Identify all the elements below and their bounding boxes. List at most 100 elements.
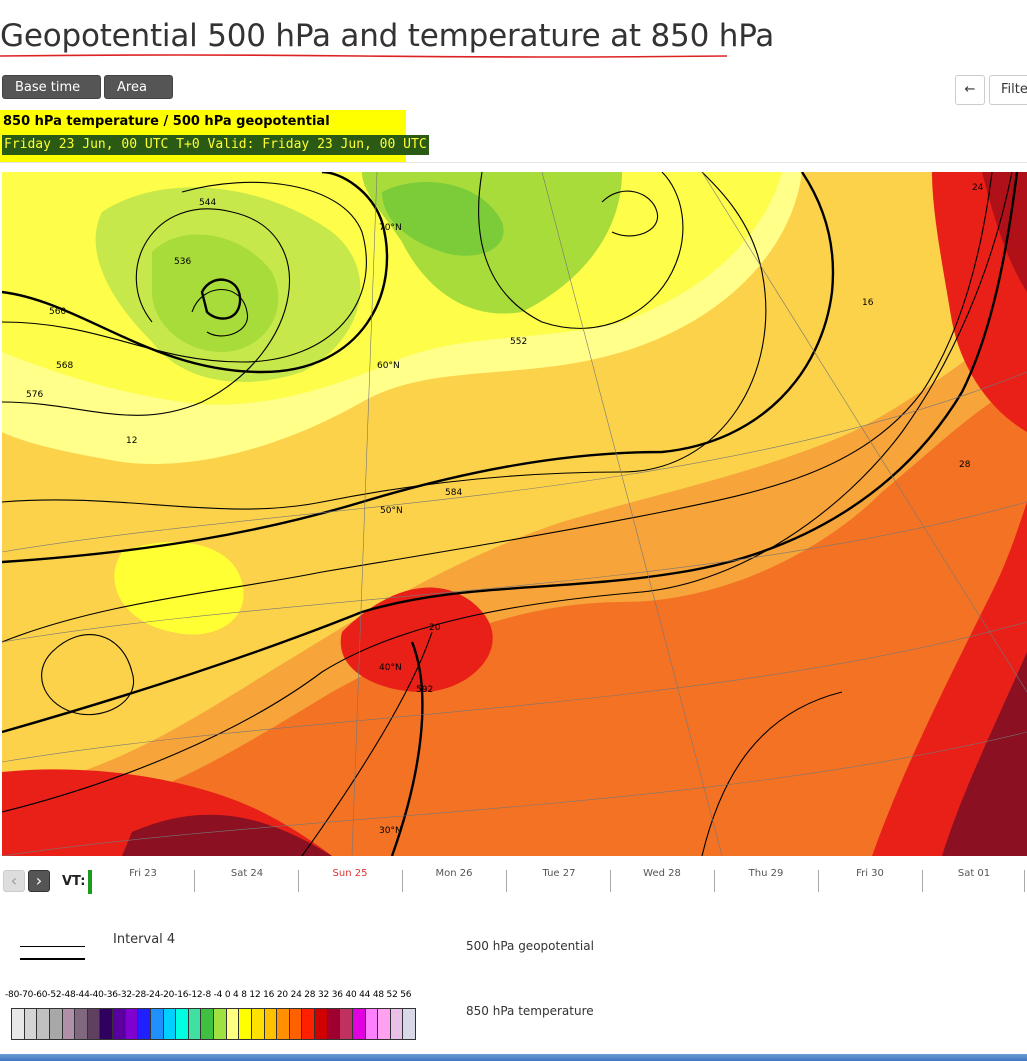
- timeline-tick: [610, 870, 611, 892]
- colorbar-swatch: [340, 1009, 353, 1039]
- back-button[interactable]: ←: [955, 75, 985, 105]
- colorbar-swatch: [352, 1009, 366, 1039]
- colorbar-swatch: [264, 1009, 278, 1039]
- timeline-day[interactable]: Sun 25: [332, 868, 368, 879]
- timeline-day[interactable]: Tue 27: [542, 868, 576, 879]
- map-label: 12: [126, 436, 137, 446]
- colorbar-swatch: [176, 1009, 189, 1039]
- contour-line-sample-bold: [20, 958, 85, 960]
- colorbar-swatch: [226, 1009, 240, 1039]
- os-taskbar: [0, 1054, 1027, 1061]
- timeline-tick: [506, 870, 507, 892]
- page-title-text: Geopotential 500 hPa and temperature at …: [0, 18, 775, 54]
- filter-button[interactable]: Filte: [989, 75, 1027, 105]
- filter-label: Filte: [1001, 82, 1027, 97]
- colorbar-swatch: [289, 1009, 303, 1039]
- timeline-day[interactable]: Thu 29: [748, 868, 784, 879]
- temperature-colorbar: [11, 1008, 416, 1040]
- colorbar-swatch: [302, 1009, 315, 1039]
- valid-time: Friday 23 Jun, 00 UTC T+0 Valid: Friday …: [2, 135, 429, 155]
- map-label: 70°N: [379, 223, 402, 233]
- colorbar-swatch: [125, 1009, 139, 1039]
- base-time-label: Base time: [15, 80, 81, 95]
- colorbar-swatch: [365, 1009, 379, 1039]
- forecast-map[interactable]: 544 536 552 560 568 576 584 592 12 16 20 24 28 70°N 60…: [2, 172, 1027, 856]
- timeline-day[interactable]: Sat 24: [230, 868, 264, 879]
- colorbar-swatch: [75, 1009, 88, 1039]
- map-label: 16: [862, 298, 874, 308]
- map-label: 536: [174, 257, 191, 267]
- contour-line-sample: [20, 946, 85, 947]
- temperature-scale-values: -80-70-60-52-48-44-40-36-32-28-24-20-16-…: [5, 990, 412, 1000]
- map-label: 568: [56, 361, 73, 371]
- map-label: 28: [959, 460, 971, 470]
- timeline-tick: [194, 870, 195, 892]
- timeline-tick: [1024, 870, 1025, 892]
- page-title: Geopotential 500 hPa and temperature at …: [0, 18, 775, 58]
- timeline-tick: [818, 870, 819, 892]
- next-button[interactable]: ›: [28, 870, 50, 892]
- colorbar-swatch: [239, 1009, 252, 1039]
- colorbar-swatch: [24, 1009, 38, 1039]
- colorbar-swatch: [327, 1009, 341, 1039]
- timeline-day[interactable]: Fri 23: [129, 868, 157, 879]
- map-label: 592: [416, 685, 433, 695]
- colorbar-swatch: [12, 1009, 25, 1039]
- base-time-dropdown[interactable]: Base time: [2, 75, 101, 114]
- colorbar-swatch: [277, 1009, 290, 1039]
- colorbar-swatch: [100, 1009, 113, 1039]
- interval-label: Interval 4: [113, 932, 176, 947]
- timeline-day[interactable]: Mon 26: [435, 868, 473, 879]
- timeline-tick: [298, 870, 299, 892]
- vt-label: VT:: [62, 874, 86, 889]
- arrow-left-icon: ←: [964, 82, 976, 97]
- timeline-day[interactable]: Fri 30: [856, 868, 884, 879]
- colorbar-swatch: [201, 1009, 214, 1039]
- colorbar-swatch: [62, 1009, 76, 1039]
- timeline: ‹ › VT: Fri 23 Sat 24 Sun 25 Mon 26 Tue 27 We…: [0, 862, 1027, 898]
- geopotential-legend-label: 500 hPa geopotential: [466, 939, 594, 953]
- map-labels: 544 536 552 560 568 576 584 592 12 16 20 24 28 70°N 60…: [26, 183, 984, 836]
- area-dropdown[interactable]: Area: [104, 75, 173, 114]
- colorbar-swatch: [113, 1009, 126, 1039]
- colorbar-swatch: [163, 1009, 177, 1039]
- colorbar-swatch: [251, 1009, 265, 1039]
- map-label: 544: [199, 198, 216, 208]
- product-name: 850 hPa temperature / 500 hPa geopotenti…: [3, 114, 330, 129]
- colorbar-swatch: [37, 1009, 50, 1039]
- title-underline: [0, 54, 727, 58]
- map-label: 24: [972, 183, 984, 193]
- map-label: 30°N: [379, 826, 402, 836]
- map-label: 40°N: [379, 663, 402, 673]
- colorbar-swatch: [87, 1009, 101, 1039]
- colorbar-swatch: [214, 1009, 227, 1039]
- colorbar-swatch: [150, 1009, 164, 1039]
- temperature-legend-label: 850 hPa temperature: [466, 1004, 594, 1018]
- colorbar-swatch: [138, 1009, 151, 1039]
- colorbar-swatch: [403, 1009, 415, 1039]
- map-label: 552: [510, 337, 527, 347]
- map-label: 50°N: [380, 506, 403, 516]
- timeline-tick: [402, 870, 403, 892]
- map-label: 20: [429, 623, 441, 633]
- timeline-day[interactable]: Sat 01: [957, 868, 991, 879]
- map-label: 576: [26, 390, 43, 400]
- forecast-map-svg: 544 536 552 560 568 576 584 592 12 16 20 24 28 70°N 60…: [2, 172, 1027, 856]
- chevron-left-icon: ‹: [10, 871, 18, 890]
- map-label: 584: [445, 488, 462, 498]
- colorbar-swatch: [315, 1009, 328, 1039]
- map-label: 60°N: [377, 361, 400, 371]
- timeline-tick: [714, 870, 715, 892]
- chevron-right-icon: ›: [35, 871, 43, 890]
- timeline-day[interactable]: Wed 28: [643, 868, 681, 879]
- divider: [0, 162, 1027, 163]
- chart-info-box: 850 hPa temperature / 500 hPa geopotenti…: [0, 110, 429, 162]
- prev-button[interactable]: ‹: [3, 870, 25, 892]
- timeline-tick: [922, 870, 923, 892]
- colorbar-swatch: [390, 1009, 404, 1039]
- vt-marker[interactable]: [88, 870, 92, 894]
- area-label: Area: [117, 80, 147, 95]
- map-label: 560: [49, 307, 66, 317]
- colorbar-swatch: [49, 1009, 63, 1039]
- colorbar-swatch: [378, 1009, 391, 1039]
